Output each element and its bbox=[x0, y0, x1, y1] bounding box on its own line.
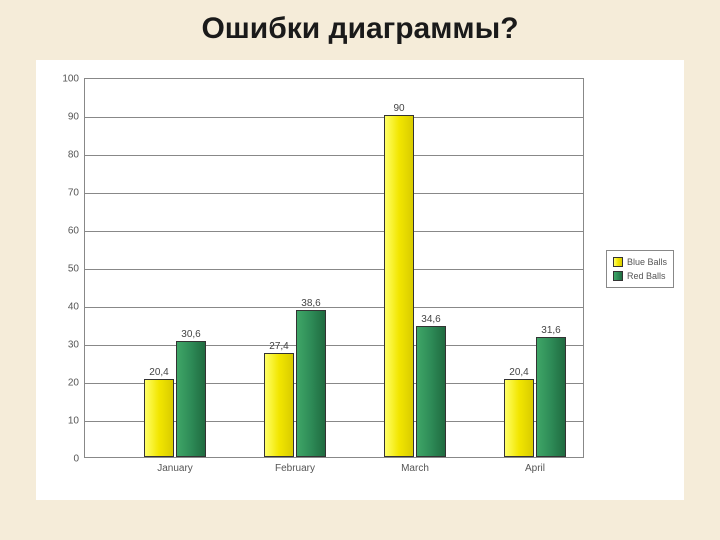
bar: 30,6 bbox=[176, 341, 206, 457]
bar-group: 20,431,6 bbox=[504, 337, 566, 457]
chart-panel: 010203040506070809010020,430,6January27,… bbox=[36, 60, 684, 500]
bar-value-label: 34,6 bbox=[421, 314, 440, 325]
bar: 38,6 bbox=[296, 310, 326, 457]
y-tick-label: 60 bbox=[68, 226, 79, 237]
bar-value-label: 20,4 bbox=[149, 367, 168, 378]
page-title: Ошибки диаграммы? bbox=[0, 0, 720, 54]
y-tick-label: 30 bbox=[68, 340, 79, 351]
legend-label: Red Balls bbox=[627, 269, 666, 283]
legend-item: Blue Balls bbox=[613, 255, 667, 269]
chart-legend: Blue BallsRed Balls bbox=[606, 250, 674, 288]
y-tick-label: 0 bbox=[73, 454, 79, 465]
x-category-label: February bbox=[275, 463, 315, 474]
bar-value-label: 27,4 bbox=[269, 341, 288, 352]
y-tick-label: 40 bbox=[68, 302, 79, 313]
grid-line bbox=[85, 231, 583, 232]
y-tick-label: 100 bbox=[62, 74, 79, 85]
plot-area: 010203040506070809010020,430,6January27,… bbox=[84, 78, 584, 458]
y-tick-label: 50 bbox=[68, 264, 79, 275]
bar-value-label: 31,6 bbox=[541, 325, 560, 336]
bar-group: 27,438,6 bbox=[264, 310, 326, 457]
bar: 20,4 bbox=[144, 379, 174, 457]
y-tick-label: 80 bbox=[68, 150, 79, 161]
bar-value-label: 38,6 bbox=[301, 298, 320, 309]
bar: 31,6 bbox=[536, 337, 566, 457]
legend-swatch bbox=[613, 271, 623, 281]
bar: 90 bbox=[384, 115, 414, 457]
legend-label: Blue Balls bbox=[627, 255, 667, 269]
bar-value-label: 20,4 bbox=[509, 367, 528, 378]
y-tick-label: 20 bbox=[68, 378, 79, 389]
bar-value-label: 90 bbox=[393, 103, 404, 114]
bar-group: 20,430,6 bbox=[144, 341, 206, 457]
grid-line bbox=[85, 155, 583, 156]
legend-swatch bbox=[613, 257, 623, 267]
grid-line bbox=[85, 269, 583, 270]
x-category-label: April bbox=[525, 463, 545, 474]
legend-item: Red Balls bbox=[613, 269, 667, 283]
bar: 27,4 bbox=[264, 353, 294, 457]
y-tick-label: 90 bbox=[68, 112, 79, 123]
bar: 20,4 bbox=[504, 379, 534, 457]
grid-line bbox=[85, 117, 583, 118]
y-tick-label: 70 bbox=[68, 188, 79, 199]
x-category-label: January bbox=[157, 463, 193, 474]
bar-group: 9034,6 bbox=[384, 115, 446, 457]
bar: 34,6 bbox=[416, 326, 446, 457]
grid-line bbox=[85, 193, 583, 194]
grid-line bbox=[85, 307, 583, 308]
bar-value-label: 30,6 bbox=[181, 329, 200, 340]
x-category-label: March bbox=[401, 463, 429, 474]
y-tick-label: 10 bbox=[68, 416, 79, 427]
